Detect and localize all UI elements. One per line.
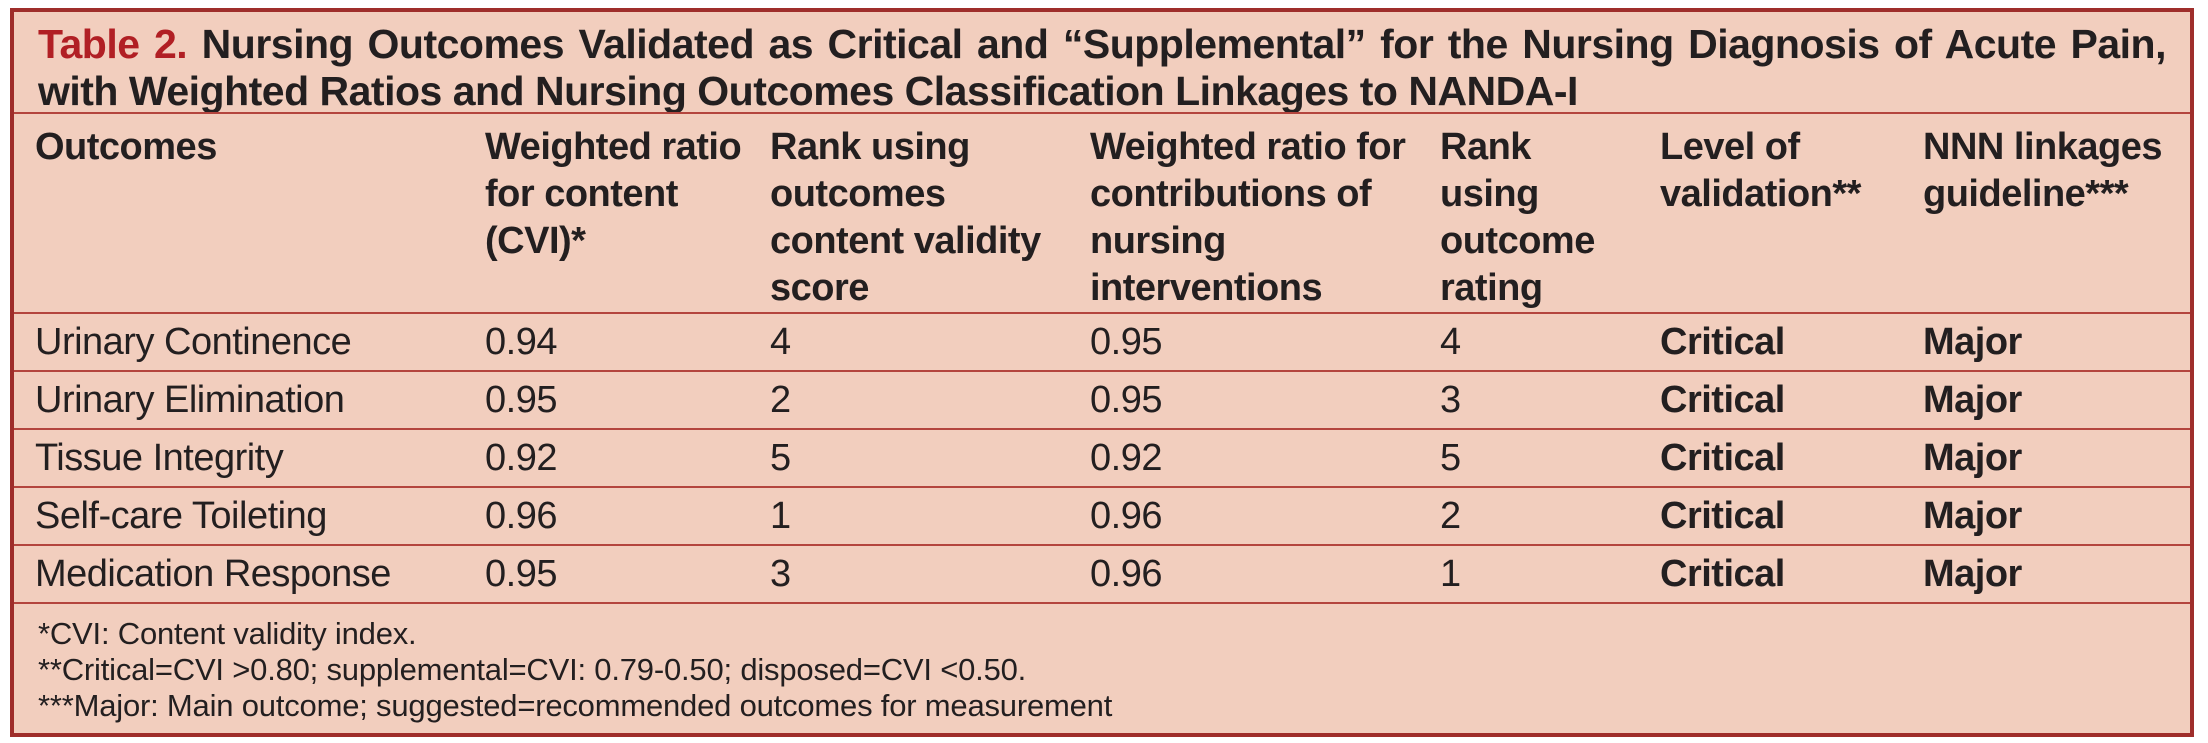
cell-outcome: Tissue Integrity (14, 429, 464, 488)
table-row: Medication Response 0.95 3 0.96 1 Critic… (14, 545, 2190, 604)
header-outcomes: Outcomes (14, 112, 464, 314)
cell-outcome: Urinary Continence (14, 313, 464, 372)
cell-outcome-rating-rank: 5 (1419, 429, 1639, 488)
cell-cvi-rank: 2 (749, 371, 1069, 430)
cell-intervention-ratio: 0.92 (1069, 429, 1419, 488)
header-weighted-ratio-interventions: Weighted ratio for contributions of nurs… (1069, 112, 1419, 314)
cell-validation-level: Critical (1639, 371, 1902, 430)
header-level-validation: Level of validation** (1639, 112, 1902, 314)
cell-cvi-rank: 3 (749, 545, 1069, 604)
cell-validation-level: Critical (1639, 313, 1902, 372)
cell-nnn-linkage: Major (1902, 371, 2190, 430)
cell-cvi-ratio: 0.95 (464, 545, 749, 604)
header-row: Outcomes Weighted ratio for content (CVI… (14, 112, 2190, 314)
table-row: Self-care Toileting 0.96 1 0.96 2 Critic… (14, 487, 2190, 546)
cell-outcome-rating-rank: 4 (1419, 313, 1639, 372)
cell-outcome: Medication Response (14, 545, 464, 604)
cell-validation-level: Critical (1639, 545, 1902, 604)
cell-cvi-ratio: 0.92 (464, 429, 749, 488)
cell-intervention-ratio: 0.95 (1069, 371, 1419, 430)
cell-validation-level: Critical (1639, 487, 1902, 546)
table-title-text: Nursing Outcomes Validated as Critical a… (38, 21, 2166, 112)
cell-intervention-ratio: 0.96 (1069, 545, 1419, 604)
table-row: Urinary Elimination 0.95 2 0.95 3 Critic… (14, 371, 2190, 430)
table-number-label: Table 2. (38, 21, 188, 67)
cell-outcome-rating-rank: 3 (1419, 371, 1639, 430)
cell-intervention-ratio: 0.96 (1069, 487, 1419, 546)
table-title: Table 2. Nursing Outcomes Validated as C… (14, 12, 2190, 112)
cell-cvi-ratio: 0.94 (464, 313, 749, 372)
cell-nnn-linkage: Major (1902, 313, 2190, 372)
cell-outcome-rating-rank: 1 (1419, 545, 1639, 604)
header-weighted-ratio-content: Weighted ratio for content (CVI)* (464, 112, 749, 314)
cell-outcome-rating-rank: 2 (1419, 487, 1639, 546)
cell-cvi-rank: 1 (749, 487, 1069, 546)
cell-cvi-ratio: 0.95 (464, 371, 749, 430)
cell-nnn-linkage: Major (1902, 487, 2190, 546)
table-frame: Table 2. Nursing Outcomes Validated as C… (10, 8, 2194, 737)
table-row: Tissue Integrity 0.92 5 0.92 5 Critical … (14, 429, 2190, 488)
header-nnn-linkages: NNN linkages guideline*** (1902, 112, 2190, 314)
cell-intervention-ratio: 0.95 (1069, 313, 1419, 372)
header-rank-outcome-rating: Rank using outcome rating (1419, 112, 1639, 314)
table-row: Urinary Continence 0.94 4 0.95 4 Critica… (14, 313, 2190, 372)
footnote-critical: **Critical=CVI >0.80; supplemental=CVI: … (38, 652, 1027, 687)
cell-nnn-linkage: Major (1902, 545, 2190, 604)
cell-validation-level: Critical (1639, 429, 1902, 488)
cell-cvi-rank: 5 (749, 429, 1069, 488)
footnote-cvi: *CVI: Content validity index. (38, 616, 417, 651)
cell-cvi-ratio: 0.96 (464, 487, 749, 546)
footnote-major: ***Major: Main outcome; suggested=recomm… (38, 688, 1113, 723)
cell-nnn-linkage: Major (1902, 429, 2190, 488)
outcomes-table: Outcomes Weighted ratio for content (CVI… (14, 112, 2190, 604)
header-rank-content-validity: Rank using outcomes content validity sco… (749, 112, 1069, 314)
cell-outcome: Urinary Elimination (14, 371, 464, 430)
cell-outcome: Self-care Toileting (14, 487, 464, 546)
footnotes-block: *CVI: Content validity index. **Critical… (14, 604, 2190, 724)
cell-cvi-rank: 4 (749, 313, 1069, 372)
